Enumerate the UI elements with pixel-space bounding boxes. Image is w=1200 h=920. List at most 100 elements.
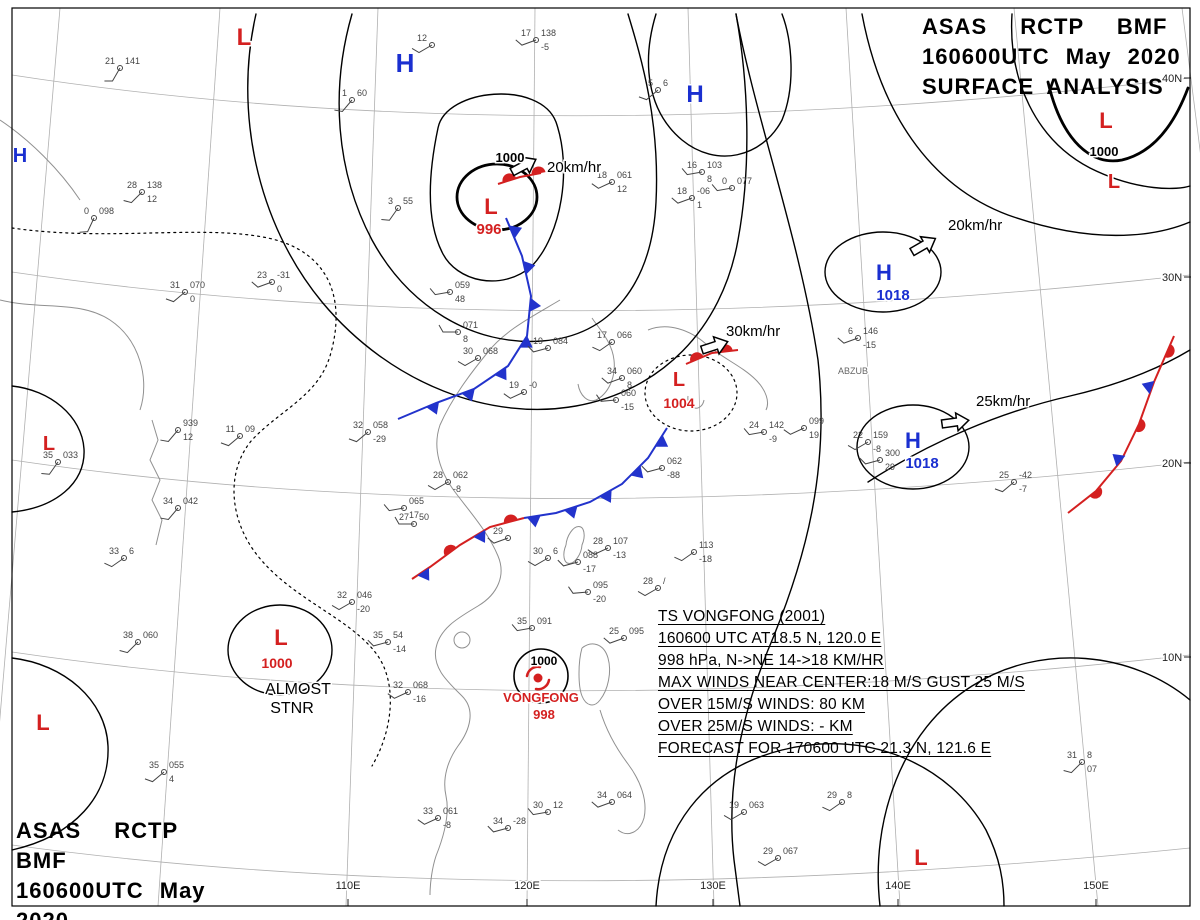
station-circle-icon [877,457,883,463]
station-pressure: 12 [553,800,563,810]
station-plot: 34 060 8 [601,366,642,390]
station-circle-icon [659,465,665,471]
storm-info-box: TS VONGFONG (2001) 160600 UTC AT18.5 N, … [658,606,1038,760]
station-circle-icon [775,855,781,861]
wind-barb-icon [603,637,625,644]
station-temp: 27 [399,512,409,522]
isobar-line [247,13,748,411]
station-plot: 27 50 [394,512,429,527]
low-pressure-label: L [274,625,287,650]
station-tendency: 48 [455,294,465,304]
high-pressure-label: H [686,81,703,108]
station-plot: 32 046 -20 [331,590,372,614]
isobar-line [455,162,539,232]
station-circle-icon [839,799,845,805]
station-temp: 28 [593,536,603,546]
station-pressure: 50 [419,512,429,522]
station-temp: 34 [607,366,617,376]
station-pressure: 042 [183,496,198,506]
cold-front-marker [1112,454,1126,467]
warm-front-marker [1089,487,1103,499]
wind-barb-icon [783,427,805,435]
station-pressure: 077 [737,176,752,186]
wind-barb-icon [859,457,881,465]
coastline [453,631,471,649]
station-plot: 34 042 [160,496,198,521]
station-pressure: 095 [629,626,644,636]
station-temp: 25 [999,470,1009,480]
station-circle-icon [609,339,615,345]
cold-front-marker [1141,380,1155,395]
station-pressure: 060 [143,630,158,640]
station-circle-icon [91,215,97,221]
station-temp: 25 [609,626,619,636]
station-pressure: 300 [885,448,900,458]
station-pressure: 939 [183,418,198,428]
station-circle-icon [691,549,697,555]
typhoon-arm-icon [525,665,542,678]
storm-info-line: 160600 UTC AT18.5 N, 120.0 E [658,630,882,647]
wind-barb-icon [503,391,525,399]
warm-front-line [685,349,739,365]
station-plot: 25 095 [603,626,644,644]
station-temp: 23 [257,270,267,280]
station-circle-icon [395,205,401,211]
station-pressure: 065 [409,496,424,506]
wind-barb-icon [144,771,165,783]
station-pressure: 061 [443,806,458,816]
coastline [578,643,611,706]
station-pressure: 6 [553,546,558,556]
map-annotation: 20km/hr [948,217,1002,234]
station-circle-icon [429,42,435,48]
station-plot: 095-20 [568,580,608,604]
wind-barb-icon [591,801,613,808]
station-plot: 28 / [637,576,666,597]
station-pressure: 068 [483,346,498,356]
station-temp: 31 [170,280,180,290]
wind-barb-icon [641,465,663,473]
station-plot: 31 070 0 [165,280,205,304]
warm-front-marker [690,352,704,363]
station-pressure: 103 [707,160,722,170]
warm-front-marker [502,173,517,183]
station-circle-icon [655,87,661,93]
station-circle-icon [605,545,611,551]
wind-barb-icon [847,441,869,451]
station-plot: 3 55 [381,196,413,221]
station-tendency: 19 [809,430,819,440]
wind-barb-icon [592,341,613,352]
map-annotation: 20km/hr [547,159,601,176]
cold-front-marker [509,225,523,239]
station-circle-icon [237,433,243,439]
typhoon-center-icon [533,673,543,683]
station-plot: 29 067 [757,846,798,867]
station-plot: 32 058 -29 [348,420,388,444]
station-temp: 35 [373,630,383,640]
station-pressure: 138 [541,28,556,38]
station-pressure: -06 [697,186,710,196]
station-circle-icon [475,355,481,361]
coastline [577,317,615,402]
station-temp: 11 [226,424,235,434]
station-circle-icon [182,289,188,295]
station-tendency: 0 [277,284,282,294]
station-circle-icon [545,345,551,351]
wind-barb-icon [367,639,389,647]
station-tendency: -16 [413,694,426,704]
station-plot: 30 6 [527,546,558,567]
station-temp: 29 [493,526,503,536]
cold-front-marker [599,489,612,503]
longitude-label: 140E [885,880,911,892]
station-pressure: -31 [277,270,290,280]
storm-info-line: TS VONGFONG (2001) [658,608,826,625]
coastline [429,299,561,896]
latitude-label: 30N [1162,272,1182,284]
map-annotation: 30km/hr [726,323,780,340]
station-tendency: 4 [169,774,174,784]
station-plot: 16 103 8 [681,160,722,184]
station-tendency: -29 [373,434,386,444]
wind-barb-icon [743,428,765,436]
